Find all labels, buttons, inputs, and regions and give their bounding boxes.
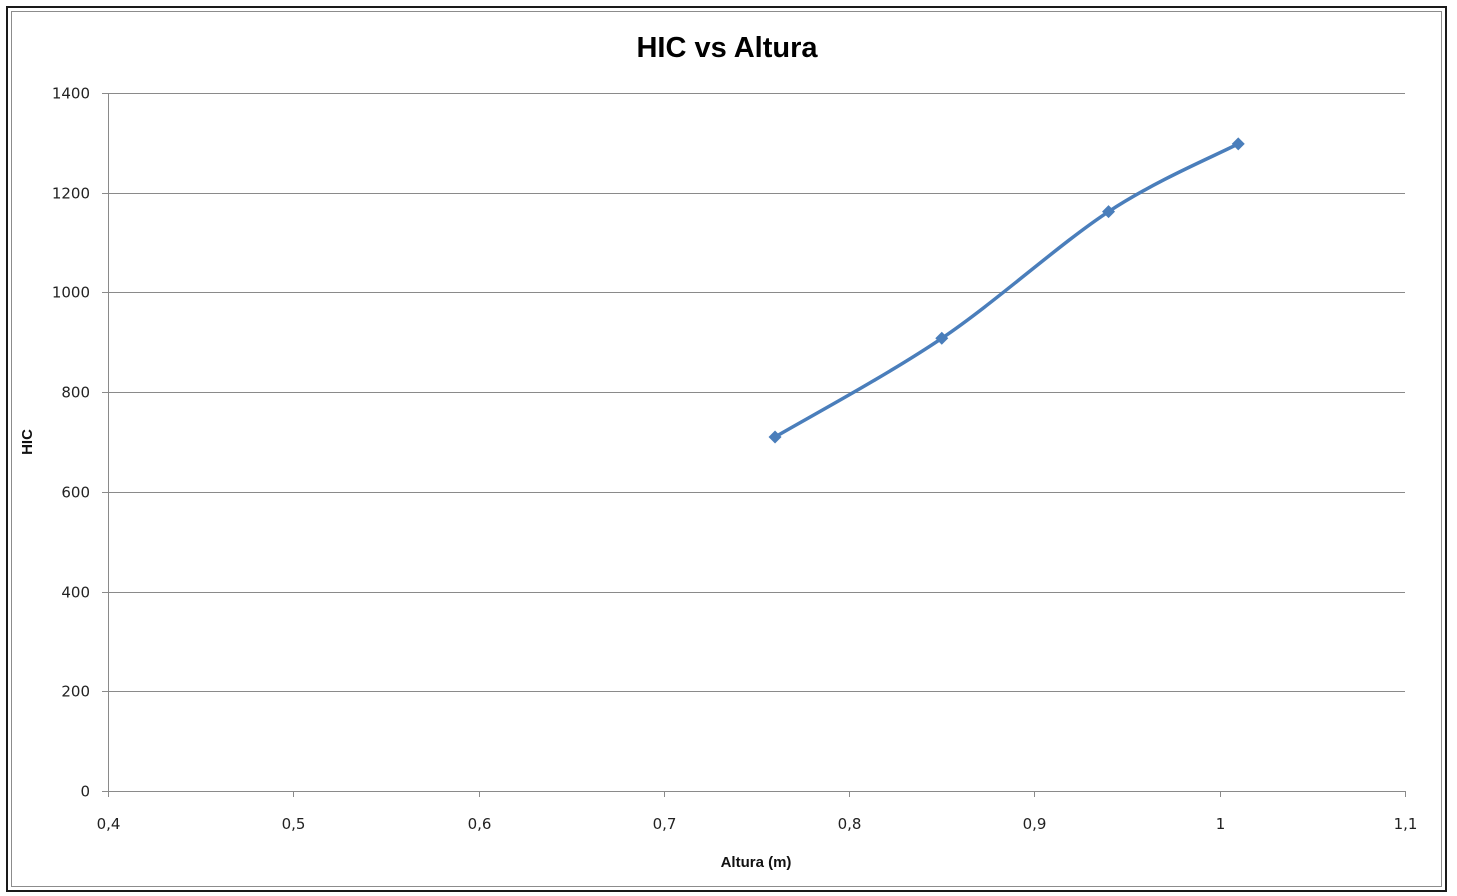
chart-area-border xyxy=(11,11,1442,887)
data-point-marker xyxy=(1231,137,1245,151)
y-tick-label: 0 xyxy=(80,783,90,801)
y-axis-label: HIC xyxy=(19,429,36,455)
x-tick-label: 0,5 xyxy=(282,815,306,833)
x-tick-label: 0,9 xyxy=(1023,815,1047,833)
y-tick-label: 200 xyxy=(61,683,90,701)
data-point-marker xyxy=(935,331,949,345)
tick-labels: 0 200 400 600 800 1000 1200 1400 0,4 0,5 0,6 0,7 0,8… xyxy=(52,85,1418,834)
x-tick-label: 0,4 xyxy=(97,815,121,833)
series-line xyxy=(773,142,1240,439)
y-tick-label: 600 xyxy=(61,484,90,502)
y-tick-label: 800 xyxy=(61,384,90,402)
chart-title: HIC vs Altura xyxy=(636,32,818,64)
x-tick-label: 1 xyxy=(1216,815,1226,833)
gridlines xyxy=(108,93,1405,692)
x-tick-label: 0,7 xyxy=(653,815,677,833)
y-tick-label: 1400 xyxy=(52,85,90,103)
x-tick-label: 0,6 xyxy=(468,815,492,833)
data-series xyxy=(768,137,1245,444)
y-tick-label: 1000 xyxy=(52,284,90,302)
y-tick-label: 1200 xyxy=(52,185,90,203)
x-tick-label: 1,1 xyxy=(1394,815,1418,833)
chart-frame xyxy=(6,6,1447,892)
y-tick-label: 400 xyxy=(61,584,90,602)
x-tick-label: 0,8 xyxy=(838,815,862,833)
axes xyxy=(102,93,1406,797)
x-axis-label: Altura (m) xyxy=(721,854,792,871)
data-point-marker xyxy=(768,430,782,444)
data-point-marker xyxy=(1102,205,1116,219)
